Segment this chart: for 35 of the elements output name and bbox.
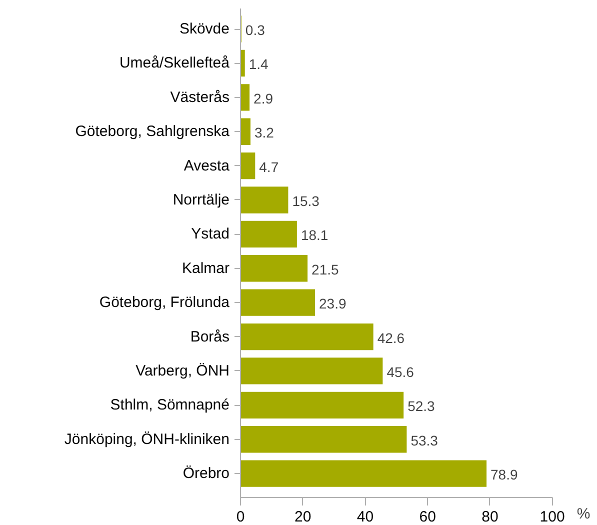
x-tick-label: 80 (482, 508, 498, 525)
y-tick-label: Ystad (191, 226, 230, 243)
data-label: 45.6 (386, 364, 414, 380)
x-tick-label: 0 (236, 508, 245, 525)
data-label: 52.3 (408, 398, 436, 414)
y-tick-label: Västerås (170, 88, 230, 106)
y-tick-label: Norrtälje (172, 191, 230, 208)
data-label: 15.3 (292, 192, 320, 209)
y-tick-label: Sthlm, Sömnapné (110, 396, 230, 414)
y-tick-label: Avesta (184, 157, 230, 174)
x-axis-title: % (576, 506, 590, 522)
data-label: 4.7 (259, 158, 279, 175)
data-label: 1.4 (248, 56, 269, 72)
y-tick-label: Göteborg, Frölunda (99, 294, 230, 312)
y-tick-label: Göteborg, Sahlgrenska (75, 123, 230, 140)
data-label: 18.1 (300, 227, 328, 244)
x-tick-label: 40 (356, 508, 374, 525)
y-tick-label: Jönköping, ÖNH-kliniken (64, 430, 230, 448)
y-tick-label: Skövde (179, 20, 230, 38)
data-label: 23.9 (319, 296, 346, 312)
x-tick-label: 20 (294, 508, 312, 525)
y-tick-label: Kalmar (182, 260, 230, 277)
y-tick-label: Varberg, ÖNH (136, 362, 230, 380)
data-label: 0.3 (245, 22, 266, 38)
x-tick-label: 100 (540, 508, 565, 525)
data-label: 21.5 (312, 261, 340, 278)
data-label: 42.6 (377, 330, 405, 346)
y-tick-label: Borås (190, 328, 230, 346)
data-label: 3.2 (254, 124, 274, 141)
data-label: 78.9 (490, 466, 518, 483)
y-tick-label: Örebro (182, 465, 230, 482)
y-tick-label: Umeå/Skellefteå (119, 54, 230, 72)
data-label: 53.3 (410, 432, 438, 448)
data-label: 2.9 (254, 90, 274, 106)
x-tick-label: 60 (419, 508, 436, 525)
